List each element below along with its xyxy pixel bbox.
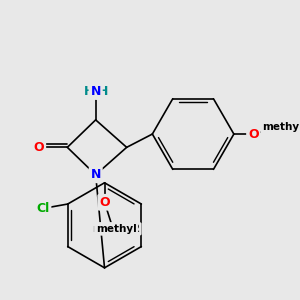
Text: O: O — [99, 196, 110, 209]
Text: O: O — [34, 141, 44, 154]
Text: methyl2: methyl2 — [92, 224, 140, 234]
Text: N: N — [91, 168, 101, 181]
Text: N: N — [91, 85, 101, 98]
Text: H: H — [98, 85, 108, 98]
Text: methyl: methyl — [262, 122, 300, 132]
Text: Cl: Cl — [36, 202, 50, 215]
Text: methyl: methyl — [262, 122, 300, 132]
Text: O: O — [248, 128, 259, 141]
Text: methyl: methyl — [96, 224, 136, 234]
Text: H: H — [83, 85, 94, 98]
